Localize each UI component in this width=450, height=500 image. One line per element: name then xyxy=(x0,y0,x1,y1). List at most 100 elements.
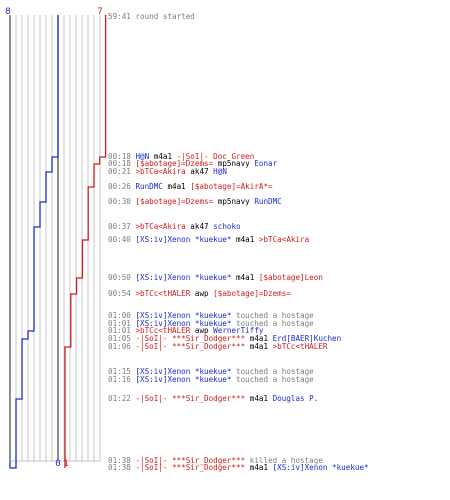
event-row: 01:01 [XS:iv]Xenon *kuekue* touched a ho… xyxy=(108,319,314,328)
event-row: 00:30 [$abotage]=Dzems= mp5navy RunDMC xyxy=(108,197,282,206)
red-team-line xyxy=(64,15,107,468)
event-row: 00:18 H@N m4a1 -|SoI|- Doc Green xyxy=(108,152,254,161)
event-text: >bTCc<tHALER xyxy=(273,342,328,351)
event-text: awp xyxy=(190,289,213,298)
event-text: touched a hostage xyxy=(231,311,314,320)
event-row: 00:37 >bTCa<Akira ak47 schoko xyxy=(108,222,241,231)
event-text: >bTCa<Akira xyxy=(135,167,185,176)
event-text: [XS:iv]Xenon *kuekue* xyxy=(273,463,369,472)
event-time: 01:01 xyxy=(108,319,135,328)
event-text: m4a1 xyxy=(245,463,272,472)
event-row: 01:00 [XS:iv]Xenon *kuekue* touched a ho… xyxy=(108,311,314,320)
event-text: H@N xyxy=(213,167,227,176)
event-text: m4a1 xyxy=(149,152,176,161)
event-text: [$abotage]=Dzems= xyxy=(135,197,213,206)
event-text: [XS:iv]Xenon *kuekue* xyxy=(135,375,231,384)
event-row: 00:18 [$abotage]=Dzems= mp5navy Eonar xyxy=(108,159,278,168)
event-row: 01:05 -|SoI|- ***Sir_Dodger*** m4a1 Erd[… xyxy=(108,334,341,343)
event-text: touched a hostage xyxy=(231,319,314,328)
t-start-count: 7 xyxy=(97,7,102,17)
event-text: [$abotage]=AkirA*= xyxy=(190,182,273,191)
event-text: >bTCa<Akira xyxy=(135,222,185,231)
event-text: awp xyxy=(190,326,213,335)
event-row: 00:40 [XS:iv]Xenon *kuekue* m4a1 >bTCa<A… xyxy=(108,235,309,244)
event-text: -|SoI|- ***Sir_Dodger*** xyxy=(135,463,245,472)
event-text: >bTCa<Akira xyxy=(259,235,309,244)
event-text: [$abotage]Leon xyxy=(259,273,323,282)
event-text: RunDMC xyxy=(135,182,162,191)
event-time: 01:22 xyxy=(108,394,135,403)
event-text: >bTCc<tHALER xyxy=(135,326,190,335)
blue-team-line xyxy=(9,15,59,469)
event-time: 01:38 xyxy=(108,463,135,472)
event-text: [XS:iv]Xenon *kuekue* xyxy=(135,319,231,328)
event-text: touched a hostage xyxy=(231,367,314,376)
event-time: 01:00 xyxy=(108,311,135,320)
event-text: round started xyxy=(135,12,194,21)
event-time: 01:38 xyxy=(108,456,135,465)
event-row: 01:01 >bTCc<tHALER awp WernerTiffy xyxy=(108,326,264,335)
event-row: 00:21 >bTCa<Akira ak47 H@N xyxy=(108,167,227,176)
event-row: 00:54 >bTCc<tHALER awp [$abotage]=Dzems= xyxy=(108,289,291,298)
event-text: [XS:iv]Xenon *kuekue* xyxy=(135,311,231,320)
event-text: m4a1 xyxy=(245,342,272,351)
event-text: [$abotage]=Dzems= xyxy=(213,289,291,298)
event-text: m4a1 xyxy=(231,273,258,282)
event-text: [$abotage]=Dzems= xyxy=(135,159,213,168)
event-time: 00:30 xyxy=(108,197,135,206)
event-text: >bTCc<tHALER xyxy=(135,289,190,298)
t-end-count: 1 xyxy=(63,459,68,469)
event-text: [XS:iv]Xenon *kuekue* xyxy=(135,273,231,282)
ct-start-count: 8 xyxy=(5,7,10,17)
event-text: killed a hostage xyxy=(245,456,323,465)
event-row: 59:41 round started xyxy=(108,12,195,21)
event-text: m4a1 xyxy=(231,235,258,244)
event-time: 00:21 xyxy=(108,167,135,176)
event-text: RunDMC xyxy=(254,197,281,206)
event-time: 01:06 xyxy=(108,342,135,351)
event-time: 00:50 xyxy=(108,273,135,282)
grid-lines xyxy=(9,15,101,462)
event-text: -|SoI|- ***Sir_Dodger*** xyxy=(135,342,245,351)
event-text: Eonar xyxy=(254,159,277,168)
event-text: -|SoI|- ***Sir_Dodger*** xyxy=(135,334,245,343)
event-text: m4a1 xyxy=(245,394,272,403)
event-text: [XS:iv]Xenon *kuekue* xyxy=(135,235,231,244)
series-lines xyxy=(9,15,107,469)
event-time: 00:40 xyxy=(108,235,135,244)
event-time: 01:05 xyxy=(108,334,135,343)
event-time: 00:26 xyxy=(108,182,135,191)
event-row: 01:15 [XS:iv]Xenon *kuekue* touched a ho… xyxy=(108,367,314,376)
event-row: 01:38 -|SoI|- ***Sir_Dodger*** killed a … xyxy=(108,456,323,465)
event-text: Douglas P. xyxy=(273,394,319,403)
event-time: 00:18 xyxy=(108,152,135,161)
event-text: touched a hostage xyxy=(231,375,314,384)
event-text: schoko xyxy=(213,222,241,231)
event-time: 00:18 xyxy=(108,159,135,168)
event-text: WernerTiffy xyxy=(213,326,264,335)
event-row: 01:38 -|SoI|- ***Sir_Dodger*** m4a1 [XS:… xyxy=(108,463,369,472)
event-text: -|SoI|- Doc Green xyxy=(177,152,255,161)
event-text: Erd[BAER]Kuchen xyxy=(273,334,342,343)
event-text: H@N xyxy=(135,152,149,161)
event-row: 01:22 -|SoI|- ***Sir_Dodger*** m4a1 Doug… xyxy=(108,394,318,403)
event-row: 01:06 -|SoI|- ***Sir_Dodger*** m4a1 >bTC… xyxy=(108,342,328,351)
event-row: 01:16 [XS:iv]Xenon *kuekue* touched a ho… xyxy=(108,375,314,384)
event-log: 59:41 round started 00:18 H@N m4a1 -|SoI|… xyxy=(108,12,369,472)
event-text: mp5navy xyxy=(213,159,254,168)
event-time: 59:41 xyxy=(108,12,135,21)
ct-end-count: 0 xyxy=(55,459,60,469)
event-time: 00:54 xyxy=(108,289,135,298)
event-text: [XS:iv]Xenon *kuekue* xyxy=(135,367,231,376)
event-time: 01:01 xyxy=(108,326,135,335)
event-row: 00:50 [XS:iv]Xenon *kuekue* m4a1 [$abota… xyxy=(108,273,323,282)
event-text: m4a1 xyxy=(245,334,272,343)
event-text: mp5navy xyxy=(213,197,254,206)
event-text: -|SoI|- ***Sir_Dodger*** xyxy=(135,456,245,465)
event-time: 01:15 xyxy=(108,367,135,376)
event-text: -|SoI|- ***Sir_Dodger*** xyxy=(135,394,245,403)
event-text: ak47 xyxy=(186,167,213,176)
event-text: m4a1 xyxy=(163,182,190,191)
event-text: ak47 xyxy=(186,222,213,231)
